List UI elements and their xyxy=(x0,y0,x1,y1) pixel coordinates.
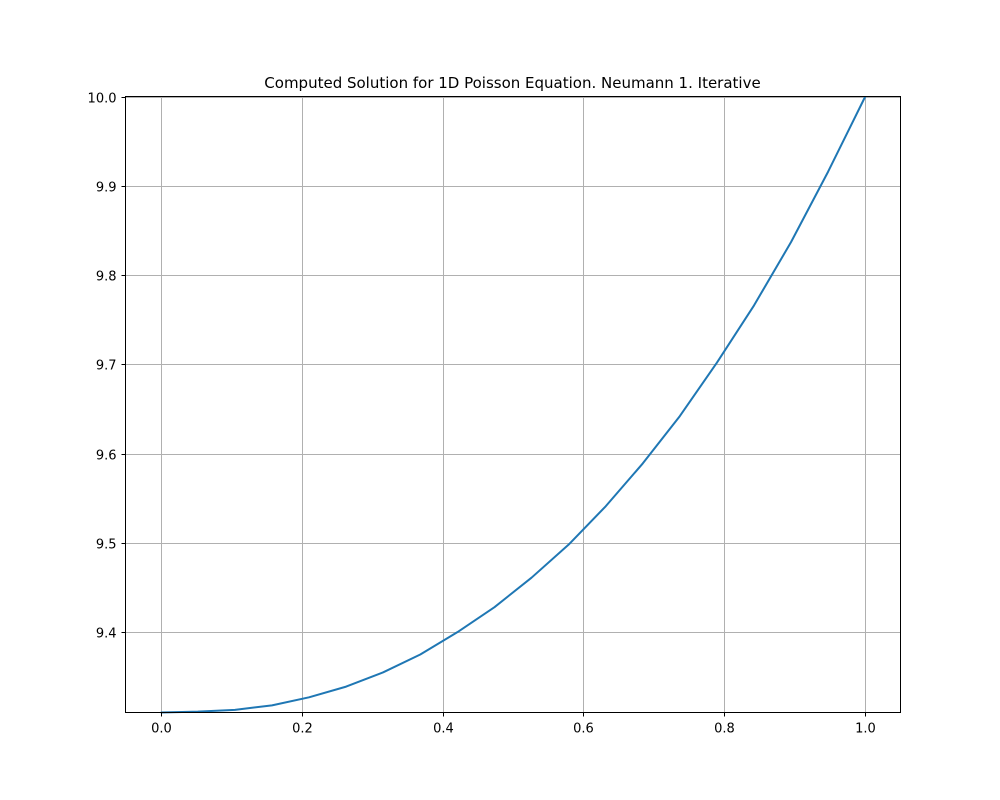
x-tick-label: 0.8 xyxy=(714,722,735,737)
solution-series-line xyxy=(160,96,867,714)
plot-area xyxy=(160,96,867,714)
x-tick-label: 0.6 xyxy=(573,722,594,737)
plot-frame xyxy=(125,96,901,713)
y-tick-label: 9.4 xyxy=(96,627,117,642)
y-tick-label: 9.7 xyxy=(96,359,117,374)
x-tick-label: 0.2 xyxy=(292,722,313,737)
x-tick-label: 0.4 xyxy=(433,722,454,737)
y-tick-label: 9.6 xyxy=(96,449,117,464)
chart-title: Computed Solution for 1D Poisson Equatio… xyxy=(264,74,760,92)
y-tick-label: 10.0 xyxy=(88,92,117,107)
grid xyxy=(125,96,901,713)
y-tick-label: 9.9 xyxy=(96,181,117,196)
y-tick-label: 9.8 xyxy=(96,270,117,285)
x-tick-label: 1.0 xyxy=(855,722,876,737)
x-tick-label: 0.0 xyxy=(151,722,172,737)
y-tick-label: 9.5 xyxy=(96,538,117,553)
axis-ticks: 0.0 0.2 0.4 0.6 0.8 1.0 9.4 9.5 9.6 9.7 9.8 9.9 10.0 xyxy=(88,92,876,737)
